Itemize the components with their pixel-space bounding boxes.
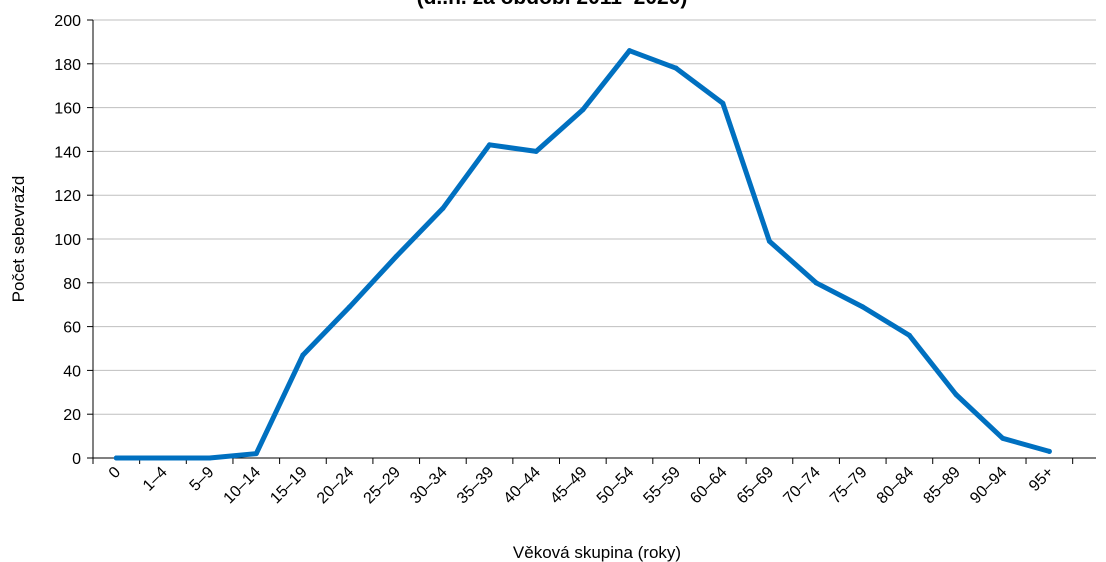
data-point bbox=[533, 148, 539, 154]
x-tick-label: 0 bbox=[106, 464, 124, 482]
data-point bbox=[253, 451, 259, 457]
x-axis-title: Věková skupina (roky) bbox=[513, 543, 681, 562]
x-tick-label: 5–9 bbox=[187, 464, 218, 495]
x-tick-label: 50–54 bbox=[594, 464, 638, 508]
x-axis: 0 1–4 5–9 10–14 15–19 20–24 25–29 30–34 35–39 40–… bbox=[92, 457, 1096, 508]
y-tick-label: 20 bbox=[63, 407, 81, 424]
data-point bbox=[906, 332, 912, 338]
y-tick-label: 60 bbox=[63, 320, 81, 337]
x-tick-label: 80–84 bbox=[874, 464, 918, 508]
x-tick-label: 90–94 bbox=[967, 464, 1011, 508]
y-tick-label: 120 bbox=[54, 188, 81, 205]
grid-lines bbox=[93, 19, 1096, 415]
data-point bbox=[813, 280, 819, 286]
data-point bbox=[347, 304, 353, 310]
x-tick-label: 95+ bbox=[1026, 464, 1057, 495]
x-tick-label: 55–59 bbox=[640, 464, 684, 508]
data-point bbox=[953, 391, 959, 397]
data-point bbox=[626, 48, 632, 54]
x-tick-label: 20–24 bbox=[314, 464, 358, 508]
y-axis: 0 20 40 60 80 100 120 140 160 180 200 bbox=[54, 13, 94, 468]
series-layer bbox=[113, 48, 1052, 461]
data-point bbox=[1046, 448, 1052, 454]
data-point bbox=[860, 304, 866, 310]
y-tick-label: 80 bbox=[63, 276, 81, 293]
data-point bbox=[580, 107, 586, 113]
data-point bbox=[207, 455, 213, 461]
data-point bbox=[720, 100, 726, 106]
data-point bbox=[1000, 435, 1006, 441]
x-tick-label: 65–69 bbox=[734, 464, 778, 508]
data-point bbox=[113, 455, 119, 461]
y-tick-label: 160 bbox=[54, 101, 81, 118]
x-tick-label: 45–49 bbox=[547, 464, 591, 508]
data-point bbox=[300, 352, 306, 358]
x-tick-label: 1–4 bbox=[140, 464, 171, 495]
x-tick-label: 35–39 bbox=[454, 464, 498, 508]
y-tick-label: 0 bbox=[72, 451, 81, 468]
data-point bbox=[160, 455, 166, 461]
chart-title: (d..n. za období 2011–2020) bbox=[417, 0, 688, 9]
x-tick-label: 30–34 bbox=[407, 464, 451, 508]
y-tick-label: 200 bbox=[54, 13, 81, 30]
y-tick-label: 180 bbox=[54, 57, 81, 74]
data-point bbox=[487, 142, 493, 148]
x-tick-label: 85–89 bbox=[920, 464, 964, 508]
data-point bbox=[393, 254, 399, 260]
y-tick-label: 100 bbox=[54, 232, 81, 249]
x-tick-label: 75–79 bbox=[827, 464, 871, 508]
x-tick-label: 60–64 bbox=[687, 464, 731, 508]
data-point bbox=[766, 238, 772, 244]
data-point bbox=[673, 65, 679, 71]
x-tick-label: 70–74 bbox=[780, 464, 824, 508]
x-tick-label: 25–29 bbox=[361, 464, 405, 508]
x-tick-label: 15–19 bbox=[267, 464, 311, 508]
x-tick-label: 40–44 bbox=[501, 464, 545, 508]
data-point bbox=[440, 205, 446, 211]
y-tick-label: 40 bbox=[63, 363, 81, 380]
y-tick-label: 140 bbox=[54, 144, 81, 161]
y-axis-title: Počet sebevražd bbox=[9, 176, 28, 303]
x-tick-label: 10–14 bbox=[221, 464, 265, 508]
